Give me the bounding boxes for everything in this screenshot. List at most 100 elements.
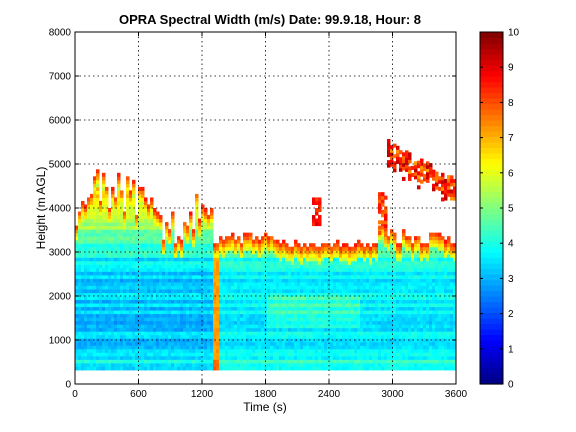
- heatmap-cell: [393, 288, 397, 293]
- heatmap-cell: [387, 341, 391, 346]
- heatmap-cell: [294, 310, 298, 315]
- heatmap-cell: [171, 348, 175, 353]
- heatmap-cell: [399, 310, 403, 315]
- heatmap-cell: [201, 257, 205, 262]
- heatmap-cell: [390, 306, 394, 311]
- heatmap-cell: [411, 281, 415, 286]
- heatmap-cell: [111, 303, 115, 308]
- heatmap-cell: [417, 366, 421, 371]
- heatmap-cell: [261, 359, 265, 364]
- heatmap-cell: [171, 331, 175, 336]
- heatmap-cell: [399, 288, 403, 293]
- heatmap-cell: [237, 345, 241, 350]
- heatmap-cell: [276, 327, 280, 332]
- heatmap-cell: [171, 296, 175, 301]
- heatmap-cell: [84, 281, 88, 286]
- heatmap-cell: [393, 355, 397, 360]
- heatmap-cell: [153, 250, 157, 255]
- heatmap-cell: [336, 327, 340, 332]
- heatmap-cell: [366, 246, 370, 251]
- heatmap-cell: [285, 341, 289, 346]
- heatmap-cell: [171, 250, 175, 255]
- heatmap-cell: [243, 278, 247, 283]
- heatmap-cell: [339, 306, 343, 311]
- heatmap-cell: [225, 257, 229, 262]
- heatmap-cell: [384, 281, 388, 286]
- heatmap-cell: [201, 352, 205, 357]
- heatmap-cell: [207, 264, 211, 269]
- heatmap-cell: [189, 359, 193, 364]
- heatmap-cell: [393, 303, 397, 308]
- heatmap-cell: [105, 285, 109, 290]
- heatmap-cell: [132, 215, 136, 220]
- heatmap-cell: [210, 260, 214, 265]
- heatmap-cell: [282, 257, 286, 262]
- heatmap-cell: [141, 355, 145, 360]
- heatmap-cell: [342, 320, 346, 325]
- heatmap-cell: [321, 285, 325, 290]
- heatmap-cell: [408, 327, 412, 332]
- heatmap-cell: [117, 239, 121, 244]
- heatmap-cell: [195, 200, 199, 205]
- heatmap-cell: [204, 355, 208, 360]
- heatmap-cell: [405, 303, 409, 308]
- heatmap-cell: [147, 352, 151, 357]
- heatmap-cell: [441, 324, 445, 329]
- heatmap-cell: [189, 281, 193, 286]
- heatmap-cell: [441, 285, 445, 290]
- heatmap-cell: [87, 197, 91, 202]
- heatmap-cell: [117, 355, 121, 360]
- heatmap-cell: [417, 267, 421, 272]
- heatmap-cell: [399, 299, 403, 304]
- heatmap-cell: [108, 310, 112, 315]
- heatmap-cell: [117, 222, 121, 227]
- heatmap-cell: [318, 288, 322, 293]
- heatmap-cell: [366, 366, 370, 371]
- heatmap-cell: [408, 296, 412, 301]
- heatmap-cell: [357, 292, 361, 297]
- heatmap-cell: [126, 176, 130, 181]
- heatmap-cell: [258, 253, 262, 258]
- heatmap-cell: [279, 317, 283, 322]
- heatmap-cell: [102, 285, 106, 290]
- heatmap-cell: [399, 362, 403, 367]
- heatmap-cell: [288, 320, 292, 325]
- heatmap-cell: [144, 257, 148, 262]
- heatmap-cell: [333, 303, 337, 308]
- heatmap-cell: [165, 303, 169, 308]
- heatmap-cell: [267, 306, 271, 311]
- heatmap-cell: [405, 271, 409, 276]
- heatmap-cell: [156, 288, 160, 293]
- heatmap-cell: [162, 296, 166, 301]
- heatmap-cell: [312, 366, 316, 371]
- heatmap-cell: [270, 236, 274, 241]
- heatmap-cell: [306, 288, 310, 293]
- heatmap-cell: [324, 313, 328, 318]
- heatmap-cell: [411, 310, 415, 315]
- heatmap-cell: [435, 292, 439, 297]
- heatmap-cell: [420, 285, 424, 290]
- heatmap-cell: [111, 324, 115, 329]
- heatmap-cell: [345, 264, 349, 269]
- heatmap-cell: [111, 345, 115, 350]
- heatmap-cell: [429, 355, 433, 360]
- heatmap-cell: [321, 264, 325, 269]
- heatmap-cell: [285, 281, 289, 286]
- heatmap-cell: [129, 215, 133, 220]
- heatmap-cell: [243, 246, 247, 251]
- heatmap-cell: [315, 320, 319, 325]
- heatmap-cell: [396, 271, 400, 276]
- heatmap-cell: [195, 327, 199, 332]
- heatmap-cell: [390, 285, 394, 290]
- heatmap-cell: [318, 352, 322, 357]
- heatmap-cell: [156, 338, 160, 343]
- heatmap-cell: [435, 352, 439, 357]
- heatmap-cell: [387, 313, 391, 318]
- heatmap-cell: [144, 324, 148, 329]
- heatmap-cell: [147, 303, 151, 308]
- heatmap-cell: [246, 264, 250, 269]
- heatmap-cell: [369, 338, 373, 343]
- heatmap-cell: [423, 260, 427, 265]
- heatmap-cell: [363, 253, 367, 258]
- heatmap-cell: [189, 288, 193, 293]
